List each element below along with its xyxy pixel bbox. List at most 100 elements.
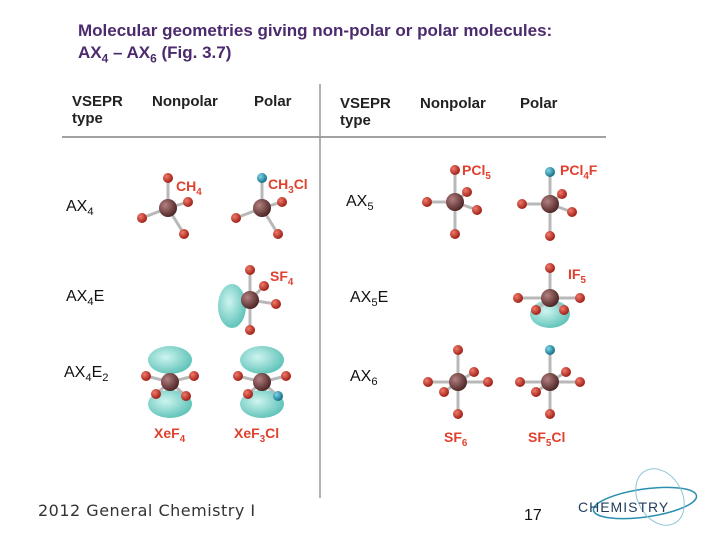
outer-atom [559,305,569,315]
header-polar-right: Polar [520,95,558,112]
model-xef3cl [233,346,291,418]
outer-atom [231,213,241,223]
outer-atom [141,371,151,381]
label-xef4: XeF4 [154,425,186,445]
logo-text: CHEMISTRY [578,499,669,515]
outer-atom [423,377,433,387]
outer-atom [575,377,585,387]
model-sf6 [423,345,493,419]
outer-atom [453,409,463,419]
central-atom [446,193,464,211]
polar-atom [545,345,555,355]
outer-atom [450,165,460,175]
model-xef4 [141,346,199,418]
outer-atom [575,293,585,303]
central-atom [159,199,177,217]
central-atom [541,373,559,391]
central-atom [449,373,467,391]
title-line-1: Molecular geometries giving non-polar or… [78,21,553,40]
outer-atom [271,299,281,309]
central-atom [253,199,271,217]
header-vsepr-type-left: VSEPR type [72,93,123,127]
slide-title: Molecular geometries giving non-polar or… [78,20,698,69]
outer-atom [189,371,199,381]
label-sf5cl: SF5Cl [528,429,566,449]
page-number: 17 [524,507,542,524]
outer-atom [233,371,243,381]
outer-atom [545,263,555,273]
outer-atom [243,389,253,399]
label-ch3cl: CH3Cl [268,176,308,196]
type-ax5e: AX5E [350,289,389,310]
polar-atom [257,173,267,183]
outer-atom [561,367,571,377]
header-polar-left: Polar [254,93,292,110]
outer-atom [245,265,255,275]
type-ax5: AX5 [346,193,374,214]
label-sf4: SF4 [270,268,294,288]
outer-atom [422,197,432,207]
model-ch4 [137,173,193,239]
outer-atom [531,387,541,397]
model-if5 [513,263,585,328]
outer-atom [137,213,147,223]
label-pcl4f: PCl4F [560,162,598,182]
title-line-2: AX4 – AX6 (Fig. 3.7) [78,43,232,66]
outer-atom [545,231,555,241]
outer-atom [183,197,193,207]
label-sf6: SF6 [444,429,468,449]
outer-atom [531,305,541,315]
outer-atom [513,293,523,303]
outer-atom [245,325,255,335]
central-atom [541,289,559,307]
central-atom [541,195,559,213]
outer-atom [483,377,493,387]
label-xef3cl: XeF3Cl [234,425,280,445]
outer-atom [151,389,161,399]
model-pcl4f [517,167,577,241]
outer-atom [277,197,287,207]
label-if5: IF5 [568,266,586,286]
header-vsepr-type-right: VSEPR type [340,95,391,129]
polar-atom [273,391,283,401]
footer-course: 2012 General Chemistry I [38,501,256,520]
model-ch3cl [231,173,287,239]
outer-atom [469,367,479,377]
outer-atom [179,229,189,239]
type-ax6: AX6 [350,368,378,389]
lone-pair-lobe [240,346,284,374]
outer-atom [515,377,525,387]
outer-atom [163,173,173,183]
label-ch4: CH4 [176,178,202,198]
outer-atom [557,189,567,199]
outer-atom [462,187,472,197]
outer-atom [450,229,460,239]
model-sf5cl [515,345,585,419]
polar-atom [545,167,555,177]
header-nonpolar-right: Nonpolar [420,95,486,112]
lone-pair-lobe [218,284,246,328]
header-nonpolar-left: Nonpolar [152,93,218,110]
central-atom [161,373,179,391]
model-pcl5 [422,165,482,239]
label-pcl5: PCl5 [462,162,491,182]
outer-atom [273,229,283,239]
outer-atom [281,371,291,381]
outer-atom [181,391,191,401]
outer-atom [439,387,449,397]
type-ax4e: AX4E [66,288,105,309]
central-atom [241,291,259,309]
type-ax4: AX4 [66,198,94,219]
chemistry-logo: CHEMISTRY [578,468,698,526]
model-sf4 [218,265,281,335]
type-ax4e2: AX4E2 [64,364,109,385]
outer-atom [545,409,555,419]
outer-atom [517,199,527,209]
lone-pair-lobe [148,346,192,374]
outer-atom [453,345,463,355]
central-atom [253,373,271,391]
outer-atom [259,281,269,291]
outer-atom [567,207,577,217]
outer-atom [472,205,482,215]
